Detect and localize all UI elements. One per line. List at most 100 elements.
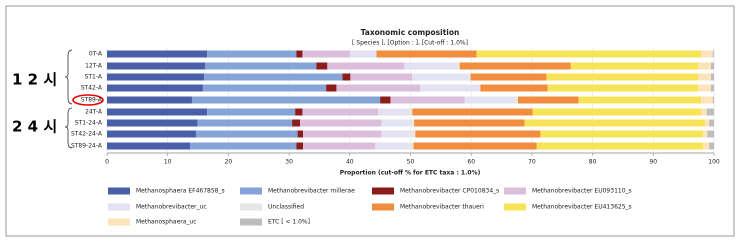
- bar-segment: [712, 50, 714, 58]
- bar-segment: [107, 96, 192, 104]
- x-tick-label: 20: [225, 159, 233, 166]
- bar-segment: [710, 62, 714, 70]
- bar-segment: [326, 84, 337, 92]
- x-tick-label: 80: [589, 159, 597, 166]
- x-tick-label: 70: [528, 159, 536, 166]
- bar-segment: [536, 142, 704, 150]
- bar-segment: [342, 73, 351, 81]
- bar-segment: [710, 73, 714, 81]
- bar-segment: [390, 96, 465, 104]
- bar-segment: [349, 50, 377, 58]
- bar-segment: [302, 108, 379, 116]
- bar-segment: [316, 62, 328, 70]
- legend-label: ETC [ < 1.0%]: [268, 219, 310, 226]
- bar-segment: [578, 96, 702, 104]
- bar-segment: [296, 142, 304, 150]
- bar-segment: [468, 73, 471, 81]
- bar-segment: [381, 130, 410, 138]
- bar-segment: [703, 142, 710, 150]
- bar-segment: [701, 108, 707, 116]
- legend-swatch: [372, 203, 394, 211]
- chart-title: Taxonomic composition: [361, 28, 460, 37]
- x-tick-label: 30: [285, 159, 293, 166]
- x-tick-label: 60: [467, 159, 475, 166]
- bar-segment: [464, 96, 514, 104]
- legend-swatch: [240, 203, 262, 211]
- legend-swatch: [504, 203, 526, 211]
- y-tick-label: ST1-24-A: [75, 120, 103, 127]
- legend-label: Methanobrevibacter thaueri: [400, 204, 484, 211]
- legend-swatch: [108, 218, 130, 226]
- bar-segment: [408, 119, 415, 127]
- bar-segment: [409, 130, 416, 138]
- legend-label: Methanobrevibacter_uc: [136, 204, 207, 211]
- legend-swatch: [504, 187, 526, 195]
- x-tick-label: 40: [346, 159, 354, 166]
- bar-segment: [303, 142, 376, 150]
- legend-label: Unclassified: [268, 204, 304, 211]
- bar-segment: [350, 73, 413, 81]
- bar-segment: [412, 73, 469, 81]
- bar-segment: [107, 62, 206, 70]
- x-tick-label: 90: [649, 159, 657, 166]
- bar-segment: [459, 62, 571, 70]
- bar-segment: [191, 96, 381, 104]
- bar-segment: [709, 142, 714, 150]
- bar-segment: [292, 119, 301, 127]
- bar-segment: [207, 108, 296, 116]
- legend-swatch: [108, 187, 130, 195]
- bar-segment: [480, 84, 548, 92]
- legend-label: Methanosphaera_uc: [136, 219, 197, 226]
- bar-segment: [107, 130, 197, 138]
- bar-segment: [706, 108, 714, 116]
- bar-segment: [408, 142, 414, 150]
- bar-segment: [404, 62, 456, 70]
- bar-segment: [107, 73, 205, 81]
- bar-segment: [297, 130, 304, 138]
- bar-segment: [707, 130, 714, 138]
- bar-segment: [376, 50, 477, 58]
- bar-segment: [406, 108, 413, 116]
- bar-segment: [455, 62, 460, 70]
- bar-segment: [712, 96, 714, 104]
- y-tick-label: 24T-A: [85, 109, 103, 116]
- bar-segment: [570, 62, 699, 70]
- bar-segment: [698, 62, 711, 70]
- annotation: 2 4 시: [12, 118, 57, 136]
- bar-segment: [476, 50, 702, 58]
- bar-segment: [414, 119, 525, 127]
- bar-segment: [190, 142, 297, 150]
- legend-swatch: [372, 187, 394, 195]
- bar-segment: [517, 96, 579, 104]
- y-tick-label: ST89-A: [81, 97, 103, 104]
- legend-label: Methanobrevibacter CP010834_s: [400, 188, 499, 195]
- y-tick-label: ST42-24-A: [71, 131, 103, 138]
- legend-swatch: [240, 187, 262, 195]
- bar-segment: [704, 119, 710, 127]
- brace: [64, 49, 73, 105]
- frame: [5, 5, 735, 237]
- legend-label: Methanobrevibacter millerae: [268, 188, 355, 195]
- bar-segment: [207, 50, 297, 58]
- legend-swatch: [108, 203, 130, 211]
- bar-segment: [197, 119, 293, 127]
- y-tick-label: 12T-A: [85, 63, 103, 70]
- bar-segment: [205, 62, 317, 70]
- bar-segment: [412, 108, 533, 116]
- y-tick-label: ST1-A: [85, 74, 103, 81]
- x-axis-label: Proportion (cut-off % for ETC taxa : 1.0…: [340, 170, 481, 177]
- x-tick-label: 10: [164, 159, 172, 166]
- bar-segment: [710, 84, 714, 92]
- legend-label: Methanobrevibacter EU093110_s: [532, 188, 632, 195]
- y-tick-label: ST89-24-A: [71, 143, 103, 150]
- y-tick-label: ST42-A: [81, 85, 103, 92]
- bar-segment: [375, 142, 409, 150]
- annotation: 1 2 시: [12, 71, 57, 89]
- bar-segment: [107, 50, 208, 58]
- bar-segment: [107, 84, 203, 92]
- y-tick-label: 0T-A: [89, 51, 103, 58]
- bar-segment: [204, 73, 343, 81]
- bar-segment: [513, 96, 518, 104]
- bar-segment: [420, 84, 479, 92]
